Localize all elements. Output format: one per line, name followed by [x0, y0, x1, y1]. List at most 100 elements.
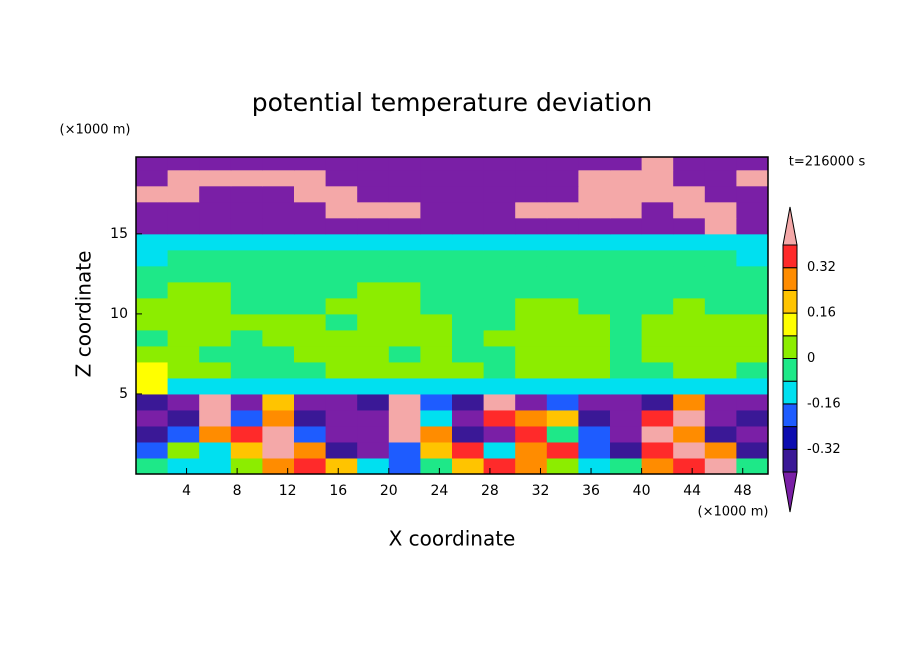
- field-cell: [546, 425, 579, 443]
- field-cell: [230, 441, 263, 459]
- field-cell: [199, 249, 232, 267]
- field-cell: [325, 217, 358, 235]
- field-cell: [136, 201, 169, 219]
- field-cell: [199, 409, 232, 427]
- field-cell: [641, 377, 674, 395]
- field-cell: [230, 393, 263, 411]
- field-cell: [388, 281, 421, 299]
- field-cell: [325, 201, 358, 219]
- field-cell: [199, 297, 232, 315]
- field-cell: [357, 329, 390, 347]
- field-cell: [546, 217, 579, 235]
- field-cell: [578, 185, 611, 203]
- field-cell: [452, 457, 485, 474]
- field-cell: [641, 297, 674, 315]
- field-cell: [420, 393, 453, 411]
- field-cell: [546, 393, 579, 411]
- field-cell: [294, 457, 327, 474]
- colorbar-box: [782, 289, 798, 314]
- field-cell: [199, 265, 232, 283]
- field-cell: [325, 409, 358, 427]
- field-cell: [262, 393, 295, 411]
- field-cell: [357, 441, 390, 459]
- field-cell: [483, 377, 516, 395]
- field-cell: [388, 297, 421, 315]
- axes: 4 8 12 16 20 24 28 32 36 40 44 4851015-0.32-0.1600.…: [110, 156, 841, 513]
- field-cell: [136, 329, 169, 347]
- field-cell: [262, 313, 295, 331]
- field-cell: [546, 265, 579, 283]
- field-cell: [515, 265, 548, 283]
- field-cell: [704, 425, 737, 443]
- field-cell: [136, 345, 169, 363]
- field-cell: [199, 185, 232, 203]
- field-cell: [546, 233, 579, 251]
- field-cell: [388, 185, 421, 203]
- field-cell: [704, 457, 737, 474]
- field-cell: [578, 297, 611, 315]
- field-cell: [641, 169, 674, 187]
- colorbar-tick-label: -0.16: [807, 396, 841, 411]
- field-cell: [673, 169, 706, 187]
- field-cell: [483, 265, 516, 283]
- field-cell: [388, 393, 421, 411]
- field-cell: [388, 441, 421, 459]
- field-cell: [388, 425, 421, 443]
- field-cell: [325, 313, 358, 331]
- field-cell: [546, 457, 579, 474]
- field-cell: [578, 425, 611, 443]
- field-cell: [230, 169, 263, 187]
- field-cell: [420, 425, 453, 443]
- field-cell: [673, 185, 706, 203]
- field-cell: [515, 457, 548, 474]
- field-cell: [673, 157, 706, 171]
- field-cell: [136, 377, 169, 395]
- x-tick-label: 44: [683, 483, 701, 499]
- field-cell: [136, 217, 169, 235]
- field-cell: [325, 329, 358, 347]
- field-cell: [610, 233, 643, 251]
- field-cell: [388, 361, 421, 379]
- field-cell: [136, 409, 169, 427]
- field-cell: [578, 457, 611, 474]
- field-cell: [641, 217, 674, 235]
- field-cell: [610, 201, 643, 219]
- field-cell: [515, 157, 548, 171]
- field-cell: [294, 297, 327, 315]
- field-cell: [515, 409, 548, 427]
- field-cell: [357, 425, 390, 443]
- x-tick-label: 48: [734, 483, 752, 499]
- field-cell: [325, 425, 358, 443]
- field-cell: [167, 217, 200, 235]
- x-axis-label: X coordinate: [389, 527, 516, 551]
- field-cell: [262, 361, 295, 379]
- field-cell: [357, 345, 390, 363]
- colorbar-tick-label: -0.32: [807, 442, 841, 457]
- field-cell: [483, 169, 516, 187]
- field-cell: [325, 377, 358, 395]
- field-cell: [167, 157, 200, 171]
- field-cell: [483, 233, 516, 251]
- field-cell: [199, 233, 232, 251]
- field-cell: [167, 185, 200, 203]
- field-cell: [704, 281, 737, 299]
- field-cell: [357, 233, 390, 251]
- field-cell: [546, 281, 579, 299]
- field-cell: [483, 249, 516, 267]
- field-cell: [736, 157, 768, 171]
- field-cell: [673, 249, 706, 267]
- field-cell: [515, 313, 548, 331]
- field-cell: [641, 281, 674, 299]
- field-cell: [325, 265, 358, 283]
- colorbar-box: [782, 358, 798, 382]
- field-cell: [167, 249, 200, 267]
- field-cell: [420, 457, 453, 474]
- field-cell: [515, 329, 548, 347]
- field-cell: [546, 409, 579, 427]
- field-cell: [578, 201, 611, 219]
- field-cell: [673, 377, 706, 395]
- field-cell: [357, 361, 390, 379]
- field-cell: [199, 281, 232, 299]
- field-cell: [452, 185, 485, 203]
- field-cell: [578, 157, 611, 171]
